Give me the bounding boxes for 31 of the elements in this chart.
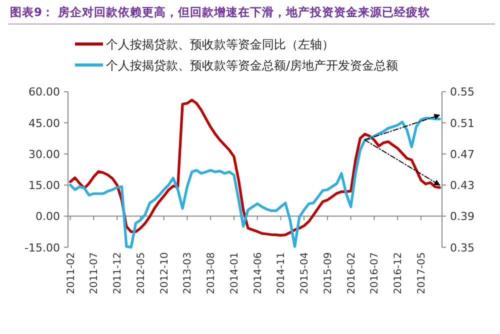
x-tick-label: 2015-09 <box>322 252 334 294</box>
x-tick-label: 2012-10 <box>159 252 170 294</box>
x-tick-label: 2013-03 <box>182 252 194 294</box>
x-tick-label: 2015-04 <box>300 252 311 294</box>
x-tick-label: 2014-11 <box>276 252 288 294</box>
y-tick-label: 45.00 <box>28 116 60 130</box>
chart-title: 图表9： 房企对回款依赖更高，但回款增速在下滑，地产投资资金来源已经疲软 <box>10 5 432 19</box>
y2-tick-label: 0.47 <box>450 148 474 161</box>
x-tick-label: 2016-02 <box>346 252 358 294</box>
x-tick-label: 2016-07 <box>370 252 381 294</box>
x-tick-label: 2011-02 <box>66 252 77 294</box>
y-tick-label: -15.00 <box>24 241 60 254</box>
legend-label: 个人按揭贷款、预收款等资金同比（左轴） <box>106 38 334 52</box>
y2-tick-label: 0.35 <box>450 241 474 254</box>
y-tick-label: 0.00 <box>36 210 60 224</box>
y-tick-label: 15.00 <box>28 179 60 192</box>
x-tick-label: 2013-08 <box>206 252 218 294</box>
x-tick-label: 2014-01 <box>229 252 240 294</box>
x-tick-label: 2016-12 <box>393 252 404 294</box>
y-tick-label: 30.00 <box>28 148 60 161</box>
x-tick-label: 2014-06 <box>252 252 264 294</box>
y2-tick-label: 0.43 <box>450 179 474 192</box>
y2-tick-label: 0.51 <box>450 116 474 130</box>
x-tick-label: 2011-12 <box>112 252 124 294</box>
y2-tick-label: 0.55 <box>450 86 474 99</box>
x-tick-label: 2017-05 <box>416 252 428 294</box>
x-tick-label: 2012-05 <box>136 252 147 294</box>
x-tick-label: 2011-07 <box>89 252 100 294</box>
y2-tick-label: 0.39 <box>450 210 474 224</box>
legend-label: 个人按揭贷款、预收款等资金总额/房地产开发资金总额 <box>106 58 398 72</box>
y-tick-label: 60.00 <box>28 86 60 99</box>
